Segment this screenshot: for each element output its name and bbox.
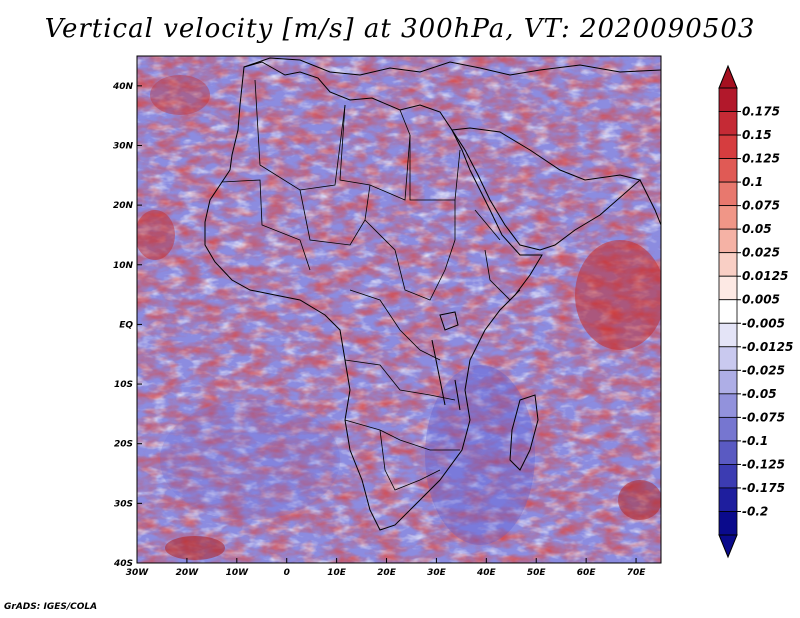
colorbar-segment — [718, 346, 738, 371]
colorbar-segment — [718, 511, 738, 536]
colorbar-segment — [718, 134, 738, 159]
lat-label: 10S — [114, 380, 133, 390]
lat-label: 20S — [114, 440, 133, 450]
latitude-axis: 40N 30N 20N 10N EQ 10S 20S 30S 40S — [112, 82, 142, 569]
colorbar-label: 0.075 — [742, 199, 780, 213]
coastlines — [204, 57, 662, 531]
colorbar-label: 0.0125 — [742, 269, 788, 283]
lon-label: 0 — [284, 568, 290, 578]
map-field — [137, 56, 661, 563]
colorbar-label: -0.0125 — [742, 340, 793, 354]
colorbar-label: 0.005 — [742, 293, 780, 307]
colorbar-label: -0.005 — [742, 316, 785, 330]
colorbar-label: -0.05 — [742, 387, 777, 401]
lon-label: 10W — [226, 568, 250, 578]
rift-lakes — [431, 339, 461, 411]
lon-label: 20W — [176, 568, 200, 578]
colorbar-segments — [718, 87, 738, 536]
colorbar-segment — [718, 440, 738, 465]
colorbar-segment — [718, 111, 738, 136]
colorbar-segment — [718, 205, 738, 230]
colorbar-segment — [718, 275, 738, 301]
colorbar-label: 0.05 — [742, 222, 772, 236]
lat-label: 20N — [113, 201, 134, 211]
lon-label: 60E — [577, 568, 597, 578]
colorbar-segment — [718, 228, 738, 254]
colorbar-label: 0.025 — [742, 246, 780, 260]
europe-coastline — [243, 57, 662, 76]
colorbar-bottom-arrow — [718, 534, 738, 559]
madagascar-coastline — [509, 394, 539, 471]
colorbar-segment — [718, 464, 738, 489]
lat-label: 10N — [113, 261, 134, 271]
india-coastline — [639, 179, 662, 226]
longitude-axis: 30W 20W 10W 0 10E 20E 30E 40E 50E 60E 70E — [126, 558, 646, 578]
colorbar-segment — [718, 158, 738, 183]
colorbar-label: -0.075 — [742, 410, 785, 424]
lon-label: 10E — [327, 568, 347, 578]
africa-coastline — [204, 61, 543, 531]
colorbar-segment — [718, 299, 738, 324]
lon-label: 50E — [527, 568, 547, 578]
colorbar-label: -0.2 — [742, 504, 768, 518]
lat-label: 30N — [113, 141, 134, 151]
lat-label: 40N — [112, 82, 134, 92]
colorbar-segment — [718, 393, 738, 418]
map-title: Vertical velocity [m/s] at 300hPa, VT: 2… — [44, 14, 756, 44]
colorbar-segment — [718, 252, 738, 277]
country-borders — [221, 79, 521, 491]
colorbar-segment — [718, 369, 738, 395]
colorbar-label: 0.125 — [742, 152, 780, 166]
colorbar-label: -0.1 — [742, 434, 768, 448]
colorbar-label: -0.125 — [742, 457, 785, 471]
colorbar-top-arrow — [718, 64, 738, 89]
lat-label: 40S — [113, 559, 133, 569]
grads-credit: GrADS: IGES/COLA — [4, 602, 98, 612]
colorbar-segment — [718, 87, 738, 112]
lon-label: 40E — [476, 568, 497, 578]
lon-label: 30E — [427, 568, 447, 578]
lon-label: 30W — [126, 568, 150, 578]
arabia-coastline — [451, 127, 642, 251]
colorbar-segment — [718, 416, 738, 442]
map-frame — [136, 55, 662, 564]
lat-label: EQ — [119, 320, 133, 330]
colorbar-label: 0.175 — [742, 105, 780, 119]
colorbar-label: 0.15 — [742, 128, 772, 142]
lon-label: 70E — [627, 568, 647, 578]
lat-label: 30S — [114, 499, 133, 509]
colorbar-label: 0.1 — [742, 175, 763, 189]
colorbar-segment — [718, 322, 738, 348]
lon-label: 20E — [377, 568, 397, 578]
colorbar-label: -0.175 — [742, 481, 785, 495]
lake-victoria — [439, 311, 459, 331]
colorbar-labels: 0.175 0.15 0.125 0.1 0.075 0.05 0.025 0.0125 0.0… — [737, 105, 793, 518]
colorbar-segment — [718, 181, 738, 207]
colorbar-label: -0.025 — [742, 363, 785, 377]
colorbar-segment — [718, 487, 738, 512]
